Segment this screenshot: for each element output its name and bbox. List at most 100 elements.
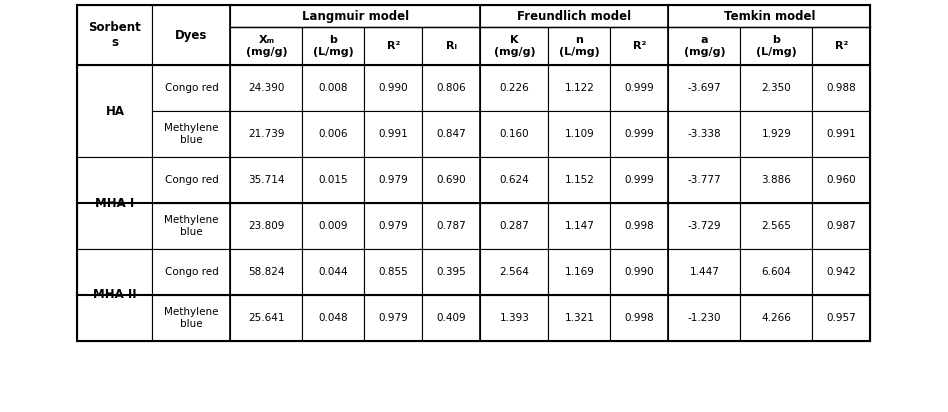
Bar bbox=[812, 27, 870, 65]
Bar bbox=[611, 27, 668, 65]
Text: Methylene
blue: Methylene blue bbox=[164, 215, 219, 237]
Bar bbox=[153, 203, 230, 249]
Text: Sorbent
s: Sorbent s bbox=[88, 21, 141, 49]
Bar bbox=[481, 27, 549, 65]
Text: 4.266: 4.266 bbox=[761, 313, 792, 323]
Bar bbox=[78, 5, 153, 65]
Bar bbox=[302, 27, 364, 65]
Bar bbox=[668, 27, 740, 65]
Bar bbox=[78, 65, 153, 157]
Text: 0.226: 0.226 bbox=[500, 83, 529, 93]
Text: 0.999: 0.999 bbox=[625, 175, 654, 185]
Text: Freundlich model: Freundlich model bbox=[518, 9, 631, 23]
Text: 0.979: 0.979 bbox=[378, 221, 409, 231]
Text: R²: R² bbox=[633, 41, 647, 51]
Bar bbox=[481, 157, 549, 203]
Bar bbox=[740, 203, 812, 249]
Text: 0.847: 0.847 bbox=[437, 129, 466, 139]
Bar bbox=[549, 295, 611, 341]
Bar bbox=[364, 111, 423, 157]
Text: 0.979: 0.979 bbox=[378, 313, 409, 323]
Bar bbox=[302, 203, 364, 249]
Bar bbox=[423, 111, 481, 157]
Text: 3.886: 3.886 bbox=[761, 175, 792, 185]
Bar bbox=[481, 111, 549, 157]
Text: Methylene
blue: Methylene blue bbox=[164, 123, 219, 145]
Text: 0.160: 0.160 bbox=[500, 129, 529, 139]
Bar bbox=[230, 203, 302, 249]
Text: 58.824: 58.824 bbox=[248, 267, 284, 277]
Text: 0.395: 0.395 bbox=[437, 267, 466, 277]
Bar bbox=[481, 65, 549, 111]
Text: 1.122: 1.122 bbox=[565, 83, 594, 93]
Bar bbox=[364, 249, 423, 295]
Text: 0.999: 0.999 bbox=[625, 129, 654, 139]
Bar bbox=[611, 111, 668, 157]
Text: 0.044: 0.044 bbox=[319, 267, 348, 277]
Bar bbox=[481, 203, 549, 249]
Text: K
(mg/g): K (mg/g) bbox=[494, 35, 536, 57]
Bar bbox=[153, 65, 230, 111]
Text: 0.979: 0.979 bbox=[378, 175, 409, 185]
Text: 0.957: 0.957 bbox=[827, 313, 856, 323]
Text: 0.409: 0.409 bbox=[437, 313, 466, 323]
Bar bbox=[668, 5, 870, 27]
Text: Congo red: Congo red bbox=[165, 267, 218, 277]
Text: 2.564: 2.564 bbox=[500, 267, 529, 277]
Text: 35.714: 35.714 bbox=[248, 175, 284, 185]
Text: Congo red: Congo red bbox=[165, 175, 218, 185]
Text: -3.697: -3.697 bbox=[687, 83, 721, 93]
Text: 0.855: 0.855 bbox=[378, 267, 409, 277]
Bar bbox=[549, 65, 611, 111]
Text: b
(L/mg): b (L/mg) bbox=[757, 35, 797, 57]
Bar bbox=[302, 65, 364, 111]
Bar bbox=[230, 5, 481, 27]
Bar bbox=[230, 111, 302, 157]
Bar bbox=[423, 203, 481, 249]
Text: 0.009: 0.009 bbox=[319, 221, 348, 231]
Text: 0.998: 0.998 bbox=[625, 221, 654, 231]
Text: MHA II: MHA II bbox=[93, 288, 137, 302]
Text: 1.169: 1.169 bbox=[565, 267, 594, 277]
Text: 1.321: 1.321 bbox=[565, 313, 594, 323]
Bar bbox=[611, 157, 668, 203]
Text: 0.690: 0.690 bbox=[437, 175, 466, 185]
Bar bbox=[302, 249, 364, 295]
Bar bbox=[668, 203, 740, 249]
Bar bbox=[364, 295, 423, 341]
Bar bbox=[668, 249, 740, 295]
Bar bbox=[812, 111, 870, 157]
Bar bbox=[812, 65, 870, 111]
Bar bbox=[812, 157, 870, 203]
Bar bbox=[423, 157, 481, 203]
Bar bbox=[302, 295, 364, 341]
Text: 0.942: 0.942 bbox=[827, 267, 856, 277]
Bar bbox=[230, 27, 302, 65]
Bar bbox=[302, 111, 364, 157]
Text: Rₗ: Rₗ bbox=[446, 41, 457, 51]
Text: 0.787: 0.787 bbox=[437, 221, 466, 231]
Text: 2.565: 2.565 bbox=[761, 221, 792, 231]
Bar bbox=[78, 249, 153, 341]
Bar bbox=[668, 157, 740, 203]
Bar bbox=[153, 111, 230, 157]
Text: 0.006: 0.006 bbox=[319, 129, 348, 139]
Bar bbox=[230, 295, 302, 341]
Bar bbox=[549, 27, 611, 65]
Bar bbox=[78, 5, 870, 341]
Bar bbox=[230, 157, 302, 203]
Bar bbox=[423, 295, 481, 341]
Text: 0.008: 0.008 bbox=[319, 83, 348, 93]
Bar bbox=[481, 5, 668, 27]
Bar bbox=[153, 295, 230, 341]
Text: 0.960: 0.960 bbox=[827, 175, 856, 185]
Bar bbox=[549, 157, 611, 203]
Text: 1.109: 1.109 bbox=[565, 129, 594, 139]
Text: 1.147: 1.147 bbox=[565, 221, 594, 231]
Bar bbox=[812, 249, 870, 295]
Text: 21.739: 21.739 bbox=[248, 129, 284, 139]
Text: R²: R² bbox=[387, 41, 400, 51]
Bar bbox=[153, 157, 230, 203]
Text: 0.048: 0.048 bbox=[319, 313, 348, 323]
Bar bbox=[364, 65, 423, 111]
